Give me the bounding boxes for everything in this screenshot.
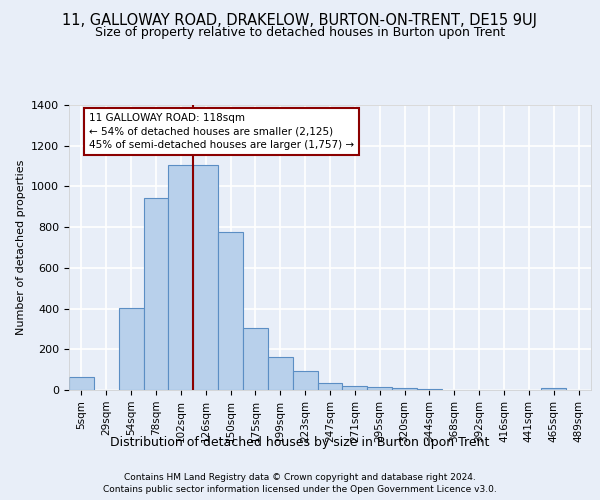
Bar <box>268 358 293 390</box>
Text: 11, GALLOWAY ROAD, DRAKELOW, BURTON-ON-TRENT, DE15 9UJ: 11, GALLOWAY ROAD, DRAKELOW, BURTON-ON-T… <box>62 12 538 28</box>
Y-axis label: Number of detached properties: Number of detached properties <box>16 160 26 335</box>
Bar <box>392 388 417 390</box>
Bar <box>243 328 268 390</box>
Bar <box>293 370 317 390</box>
Text: Contains HM Land Registry data © Crown copyright and database right 2024.: Contains HM Land Registry data © Crown c… <box>124 472 476 482</box>
Bar <box>193 165 218 390</box>
Bar <box>218 232 243 390</box>
Bar <box>367 387 392 390</box>
Bar <box>119 308 143 390</box>
Bar <box>541 388 566 390</box>
Bar <box>343 386 367 390</box>
Text: Contains public sector information licensed under the Open Government Licence v3: Contains public sector information licen… <box>103 485 497 494</box>
Bar <box>417 389 442 390</box>
Bar <box>317 383 343 390</box>
Text: 11 GALLOWAY ROAD: 118sqm
← 54% of detached houses are smaller (2,125)
45% of sem: 11 GALLOWAY ROAD: 118sqm ← 54% of detach… <box>89 113 354 150</box>
Bar <box>143 198 169 390</box>
Bar <box>169 165 193 390</box>
Bar <box>69 377 94 390</box>
Text: Size of property relative to detached houses in Burton upon Trent: Size of property relative to detached ho… <box>95 26 505 39</box>
Text: Distribution of detached houses by size in Burton upon Trent: Distribution of detached houses by size … <box>110 436 490 449</box>
